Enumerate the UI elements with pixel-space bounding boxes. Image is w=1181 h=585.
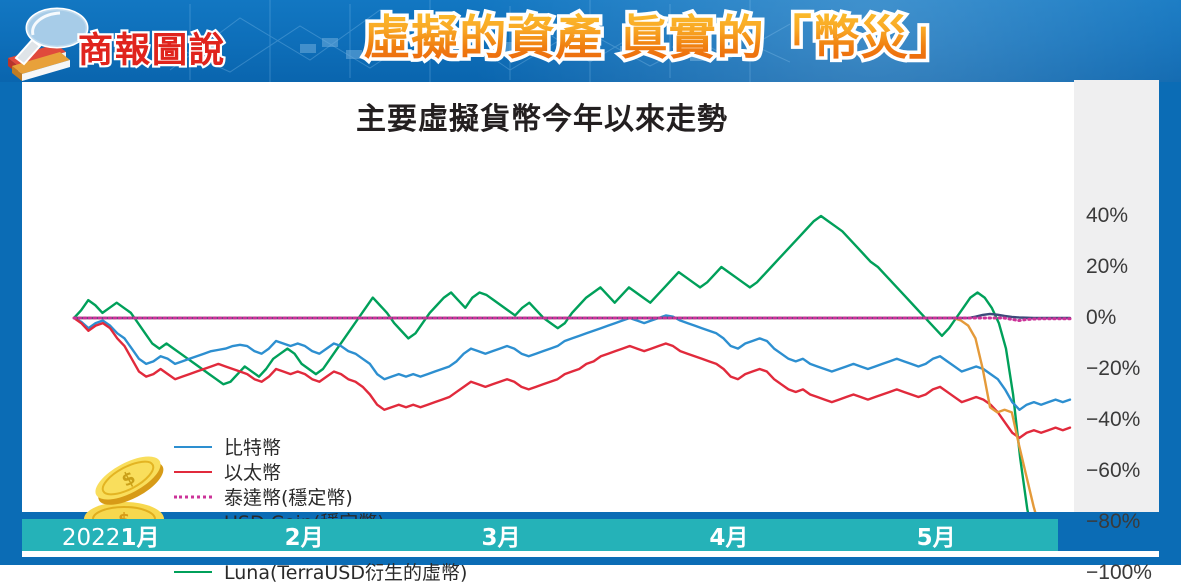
bottom-white-strip [22, 551, 1159, 557]
x-axis-bar: 20221月 2月 3月 4月 5月 [22, 519, 1058, 551]
y-axis-tick: −20% [1086, 357, 1141, 380]
legend-label: 比特幣 [224, 437, 282, 459]
chart-stage: 主要虛擬貨幣今年以來走勢 $ $ $ [22, 80, 1159, 584]
series-line [72, 316, 1072, 323]
legend-item[interactable]: Luna(TerraUSD衍生的虛幣) [174, 559, 467, 584]
legend-item[interactable]: 泰達幣(穩定幣) [174, 484, 467, 509]
legend-swatch-6 [174, 566, 212, 578]
legend-label: 以太幣 [224, 462, 282, 484]
x-axis-tick: 4月 [709, 525, 749, 551]
header-banner: 商報圖說 商報圖說 虛擬的資產 眞實的「幣災」 虛擬的資產 眞實的「幣災」 [0, 0, 1181, 82]
legend-swatch-3 [174, 491, 212, 503]
legend-swatch-1 [174, 441, 212, 453]
x-axis-tick: 2月 [284, 525, 324, 551]
x-axis-tick: 5月 [916, 525, 956, 551]
y-axis-tick: 0% [1086, 306, 1117, 329]
x-axis-tick: 3月 [481, 525, 521, 551]
y-axis-panel: 40% 20% 0% −20% −40% −60% −80% −100% [1074, 80, 1159, 584]
chart-plot-area [22, 82, 1074, 512]
y-axis-tick: −60% [1086, 459, 1141, 482]
y-axis-tick: 40% [1086, 204, 1129, 227]
y-axis-tick: 20% [1086, 255, 1129, 278]
series-line [72, 316, 1072, 440]
x-axis-tick: 20221月 [61, 525, 160, 551]
legend-swatch-2 [174, 466, 212, 478]
legend-item[interactable]: 以太幣 [174, 459, 467, 484]
chart-title: 主要虛擬貨幣今年以來走勢 [356, 102, 728, 137]
logo-wordmark: 商報圖說 [78, 31, 227, 71]
line-chart-svg [72, 214, 1072, 512]
main-headline-text: 虛擬的資產 眞實的「幣災」 [280, 8, 1040, 70]
series-line [72, 314, 1072, 411]
books-icon [8, 44, 70, 81]
legend-item[interactable]: 比特幣 [174, 434, 467, 459]
main-headline: 虛擬的資產 眞實的「幣災」 虛擬的資產 眞實的「幣災」 [280, 8, 1040, 74]
y-axis-tick: −80% [1086, 510, 1141, 533]
y-axis-tick: −40% [1086, 408, 1141, 431]
magnifier-books-icon [8, 7, 89, 81]
magnifier-icon [14, 7, 89, 66]
legend-label: 泰達幣(穩定幣) [224, 487, 353, 509]
legend-label: Luna(TerraUSD衍生的虛幣) [224, 562, 468, 584]
main-headline-outline: 虛擬的資產 眞實的「幣災」 [280, 8, 1040, 70]
banner-network-graphic [159, 0, 790, 82]
logo-wordmark-stroke: 商報圖說 [76, 29, 227, 74]
